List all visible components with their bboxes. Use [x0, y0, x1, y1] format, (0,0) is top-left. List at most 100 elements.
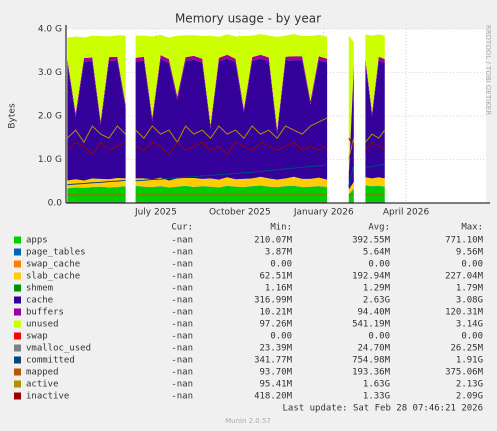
legend-min: 316.99M	[254, 296, 293, 306]
legend-swatch	[14, 356, 21, 364]
legend-min: 3.87M	[265, 248, 293, 258]
chart-title: Memory usage - by year	[175, 12, 321, 26]
x-tick-label: January 2026	[293, 208, 354, 218]
version: Munin 2.0.57	[225, 417, 271, 425]
legend-max: 9.56M	[456, 248, 484, 258]
legend-max: 2.09G	[456, 392, 483, 402]
legend-name: mapped	[26, 368, 59, 378]
legend-swatch	[14, 368, 21, 376]
legend-max: 0.00	[461, 260, 483, 270]
legend-min: 62.51M	[259, 272, 292, 282]
y-tick-label: 2.0 G	[38, 112, 62, 122]
legend-column-header: Cur:	[171, 223, 193, 233]
legend-swatch	[14, 344, 21, 352]
legend-max: 3.08G	[456, 296, 483, 306]
area-unused	[67, 34, 385, 173]
legend-avg: 192.94M	[352, 272, 391, 282]
legend-min: 93.70M	[259, 368, 292, 378]
legend-name: inactive	[26, 392, 69, 402]
legend-cur: -nan	[171, 356, 193, 366]
y-tick-label: 1.0 G	[38, 155, 62, 165]
axes	[65, 25, 490, 204]
legend-avg: 0.00	[368, 332, 390, 342]
legend-name: unused	[26, 320, 59, 330]
legend-name: shmem	[26, 284, 53, 294]
legend-min: 418.20M	[254, 392, 293, 402]
legend-max: 26.25M	[450, 344, 483, 354]
legend-min: 0.00	[270, 260, 292, 270]
legend-min: 95.41M	[259, 380, 292, 390]
legend-max: 1.91G	[456, 356, 483, 366]
legend-min: 341.77M	[254, 356, 293, 366]
legend-name: slab_cache	[26, 272, 80, 282]
line-active	[66, 117, 386, 159]
x-tick-label: October 2025	[209, 208, 271, 218]
legend-cur: -nan	[171, 368, 193, 378]
legend-swatch	[14, 236, 21, 244]
legend-cur: -nan	[171, 260, 193, 270]
legend-name: apps	[26, 236, 48, 246]
legend-cur: -nan	[171, 236, 193, 246]
legend-cur: -nan	[171, 380, 193, 390]
legend-swatch	[14, 284, 21, 292]
legend-avg: 1.29M	[363, 284, 391, 294]
legend-avg: 5.64M	[363, 248, 391, 258]
area-cache	[67, 58, 385, 190]
legend-cur: -nan	[171, 332, 193, 342]
area-apps	[67, 185, 385, 203]
legend-swatch	[14, 392, 21, 400]
legend-avg: 193.36M	[352, 368, 391, 378]
area-slab-cache	[67, 176, 385, 195]
legend-column-header: Max:	[461, 223, 483, 233]
legend-cur: -nan	[171, 344, 193, 354]
x-tick-label: April 2026	[383, 208, 430, 218]
plot	[66, 34, 386, 203]
legend-swatch	[14, 308, 21, 316]
legend-cur: -nan	[171, 296, 193, 306]
legend-avg: 1.63G	[363, 380, 390, 390]
legend-cur: -nan	[171, 248, 193, 258]
legend-name: committed	[26, 356, 75, 366]
legend-avg: 541.19M	[352, 320, 391, 330]
legend-avg: 754.98M	[352, 356, 391, 366]
legend-min: 23.39M	[259, 344, 292, 354]
legend-cur: -nan	[171, 308, 193, 318]
legend-avg: 392.55M	[352, 236, 391, 246]
y-tick-label: 3.0 G	[38, 68, 62, 78]
legend-swatch	[14, 380, 21, 388]
legend-cur: -nan	[171, 272, 193, 282]
legend-avg: 1.33G	[363, 392, 390, 402]
legend-min: 210.07M	[254, 236, 293, 246]
legend-name: vmalloc_used	[26, 344, 91, 354]
legend-swatch	[14, 260, 21, 268]
y-tick-label: 0.0	[48, 199, 63, 209]
y-tick-label: 4.0 G	[38, 25, 62, 35]
x-tick-label: July 2025	[134, 208, 177, 218]
rrdtool-credit: RRDTOOL / TOBI OETIKER	[484, 25, 492, 115]
legend-name: swap	[26, 332, 48, 342]
line-inactive	[66, 137, 386, 156]
legend-max: 2.13G	[456, 380, 483, 390]
legend-max: 1.79M	[456, 284, 484, 294]
legend-avg: 24.70M	[357, 344, 390, 354]
legend-max: 771.10M	[445, 236, 484, 246]
legend-min: 97.26M	[259, 320, 292, 330]
legend-avg: 94.40M	[357, 308, 390, 318]
legend-name: cache	[26, 296, 53, 306]
legend-min: 10.21M	[259, 308, 292, 318]
last-update: Last update: Sat Feb 28 07:46:21 2026	[283, 404, 483, 414]
legend-swatch	[14, 320, 21, 328]
legend-max: 3.14G	[456, 320, 483, 330]
legend-min: 1.16M	[265, 284, 293, 294]
legend-cur: -nan	[171, 284, 193, 294]
legend-cur: -nan	[171, 392, 193, 402]
line-committed	[67, 164, 385, 187]
legend-max: 0.00	[461, 332, 483, 342]
legend-min: 0.00	[270, 332, 292, 342]
legend-swatch	[14, 332, 21, 340]
legend-max: 120.31M	[445, 308, 484, 318]
legend-swatch	[14, 296, 21, 304]
legend-name: buffers	[26, 308, 64, 318]
legend-name: swap_cache	[26, 260, 80, 270]
